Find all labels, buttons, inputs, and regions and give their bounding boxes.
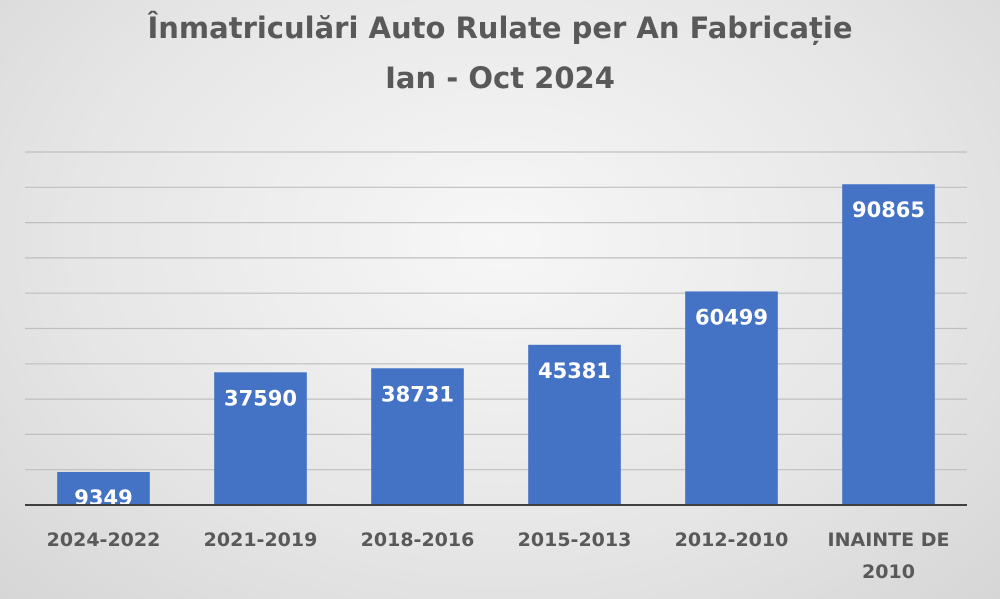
bar bbox=[685, 291, 778, 505]
chart-subtitle: Ian - Oct 2024 bbox=[385, 61, 615, 95]
data-label: 90865 bbox=[852, 198, 925, 222]
x-tick-label: 2015-2013 bbox=[518, 529, 632, 551]
data-label: 60499 bbox=[695, 305, 768, 329]
data-label: 9349 bbox=[74, 486, 132, 510]
bar bbox=[57, 471, 150, 505]
x-tick-label: 2024-2022 bbox=[47, 529, 161, 551]
data-label: 37590 bbox=[224, 386, 297, 410]
bar bbox=[528, 344, 621, 505]
x-tick-label: 2012-2010 bbox=[675, 529, 789, 551]
chart-title: Înmatriculări Auto Rulate per An Fabrica… bbox=[147, 11, 853, 45]
bar bbox=[214, 372, 307, 505]
bar bbox=[371, 368, 464, 505]
x-tick-label: 2018-2016 bbox=[361, 529, 475, 551]
x-tick-label: INAINTE DE bbox=[828, 529, 950, 551]
data-label: 38731 bbox=[381, 382, 454, 406]
data-label: 45381 bbox=[538, 359, 611, 383]
x-tick-label: 2010 bbox=[862, 561, 915, 583]
x-tick-label: 2021-2019 bbox=[204, 529, 318, 551]
bar bbox=[842, 184, 935, 505]
